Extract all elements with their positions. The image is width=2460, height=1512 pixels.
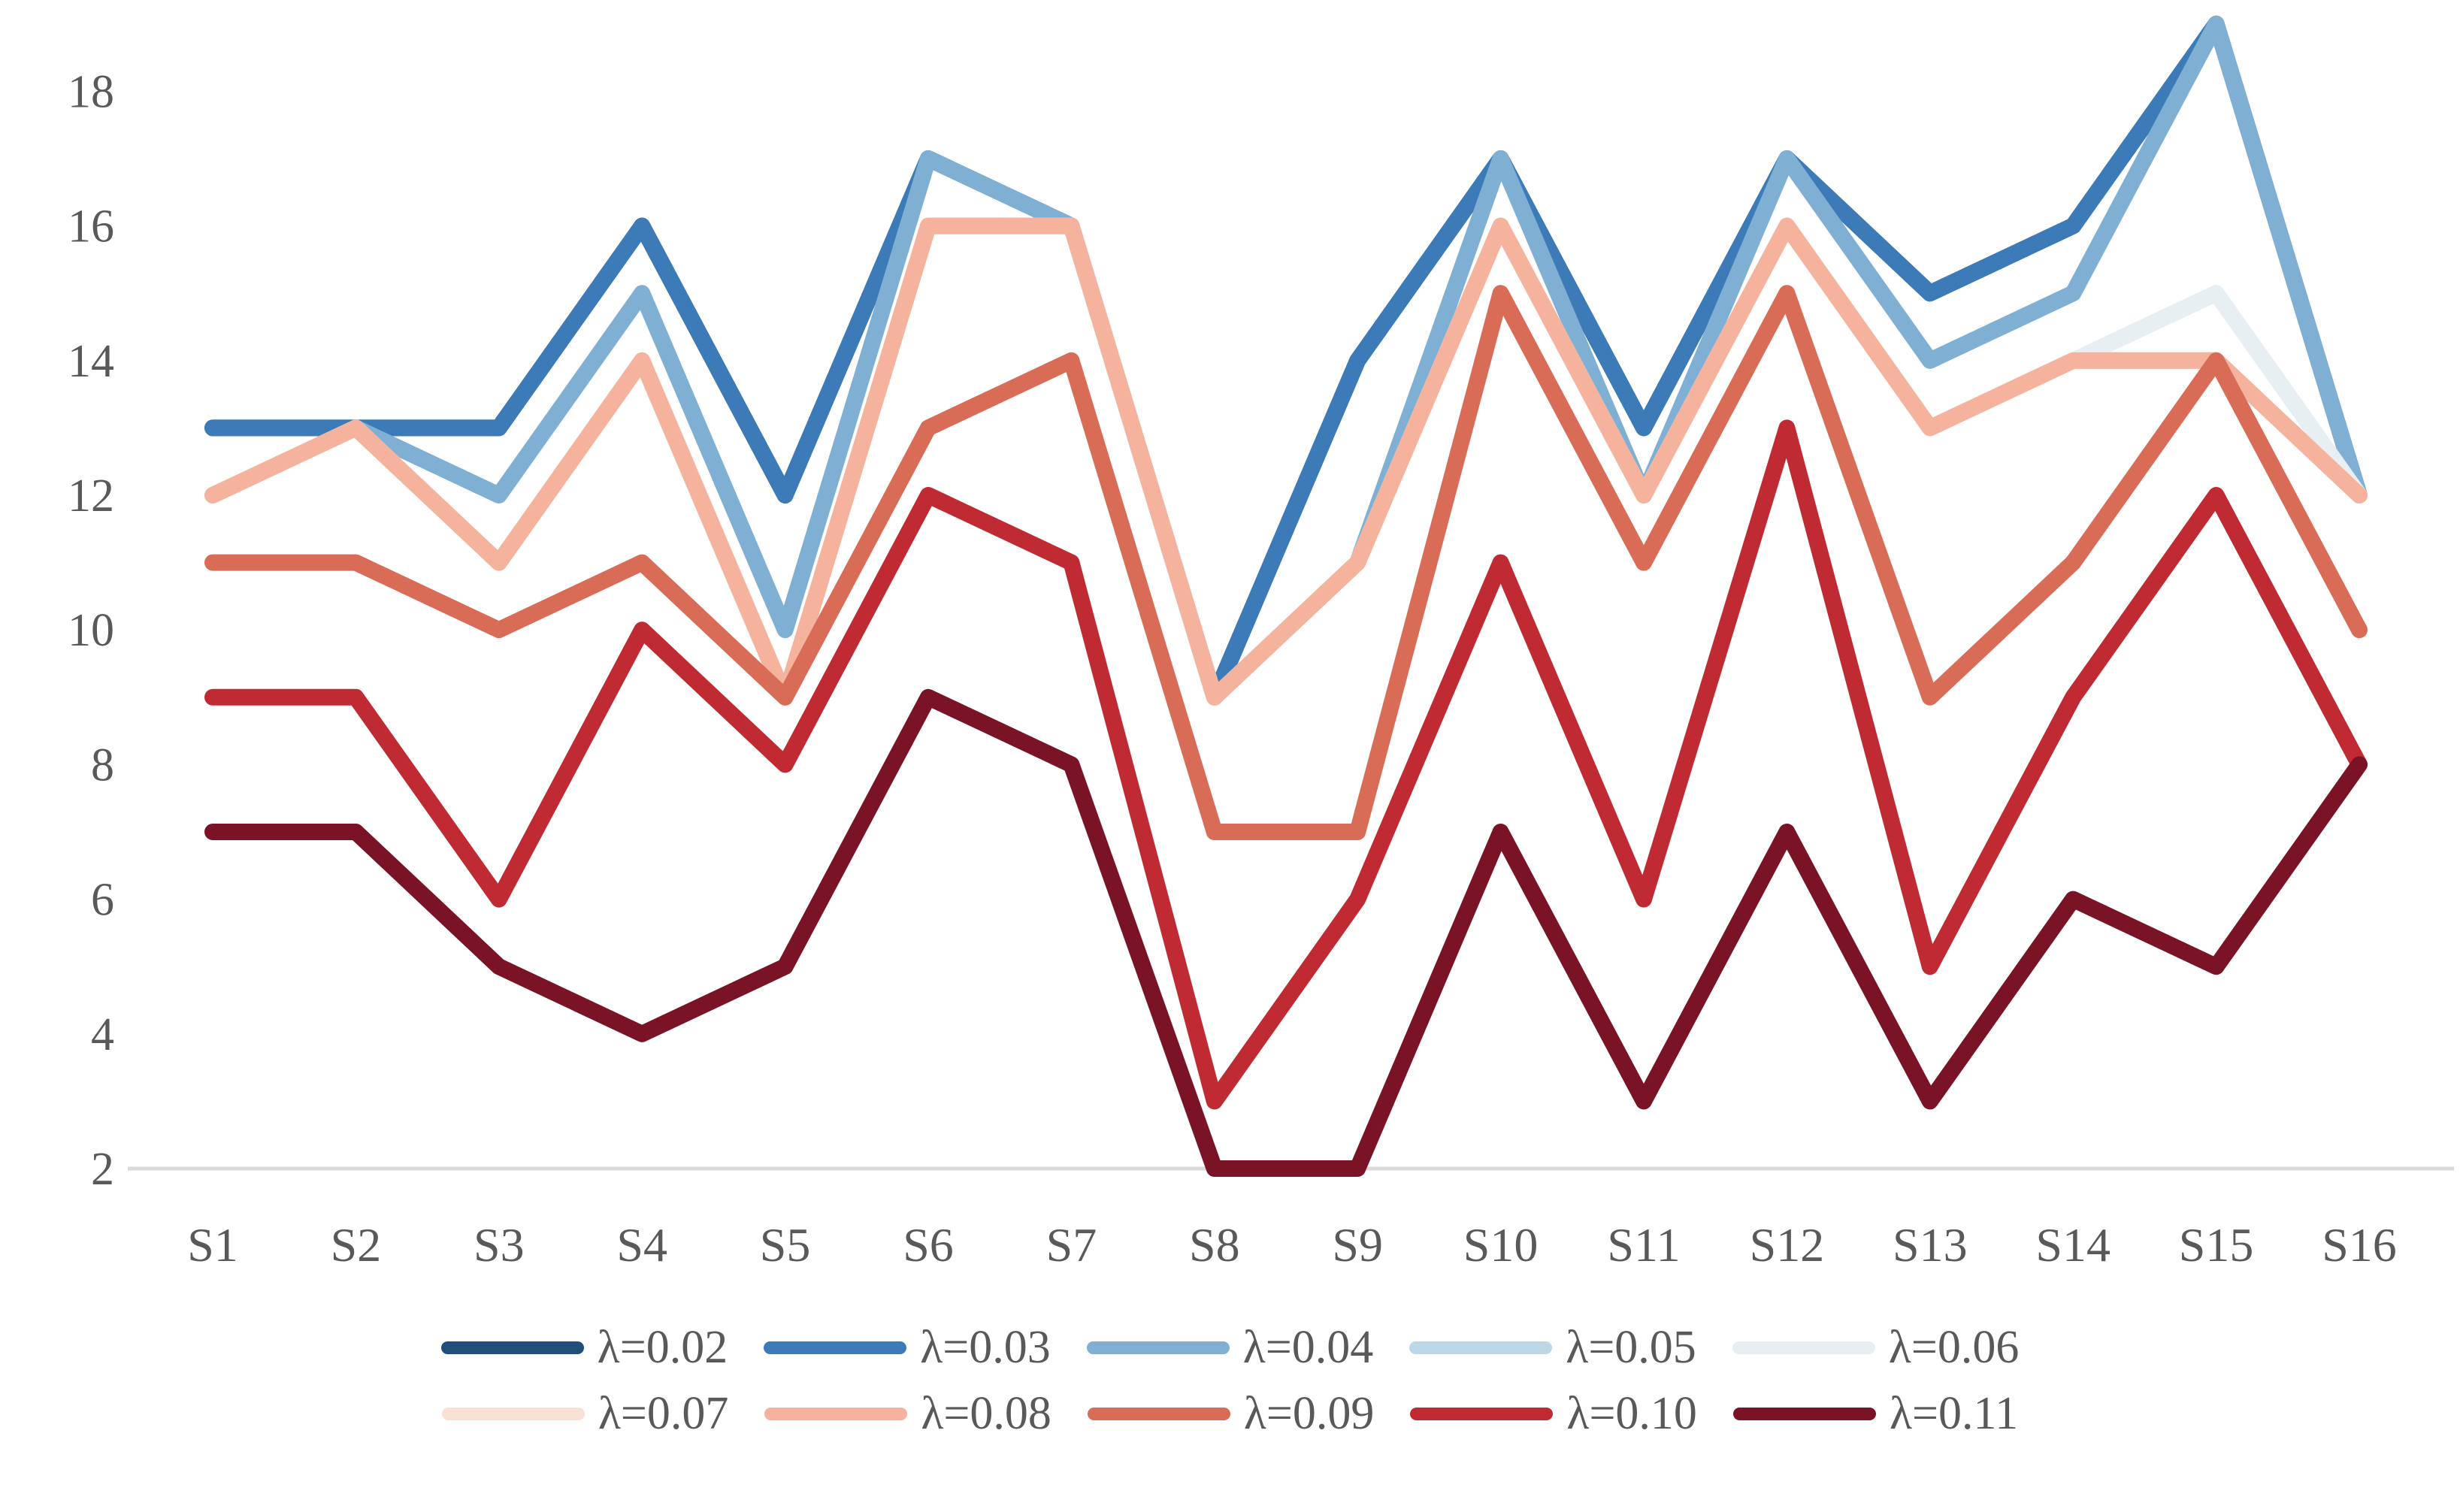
y-tick-label: 8 — [91, 739, 114, 791]
y-tick-label: 14 — [68, 336, 114, 387]
legend-label: λ=0.05 — [1566, 1322, 1696, 1373]
legend-row-1: λ=0.02 λ=0.03 λ=0.04 λ=0.05 λ=0.06 — [0, 1324, 2460, 1371]
legend-label: λ=0.03 — [920, 1322, 1051, 1373]
legend-item-lambda-0.07: λ=0.07 — [441, 1388, 729, 1439]
series-line-lambda-0.03 — [204, 15, 2368, 706]
chart-legend: λ=0.02 λ=0.03 λ=0.04 λ=0.05 λ=0.06 λ=0.07 λ=0.… — [0, 1324, 2460, 1437]
legend-label: λ=0.07 — [598, 1388, 729, 1439]
legend-label: λ=0.11 — [1889, 1388, 2019, 1439]
y-tick-label: 2 — [91, 1144, 114, 1195]
legend-label: λ=0.06 — [1888, 1322, 2020, 1373]
legend-label: λ=0.09 — [1243, 1388, 1375, 1439]
legend-item-lambda-0.03: λ=0.03 — [764, 1324, 1051, 1371]
legend-line-swatch-icon — [1732, 1341, 1875, 1354]
y-tick-label: 6 — [91, 875, 114, 926]
x-tick-label: S14 — [2035, 1218, 2111, 1272]
x-tick-label: S1 — [187, 1218, 238, 1272]
legend-line-swatch-icon — [441, 1407, 585, 1420]
x-tick-label: S11 — [1607, 1218, 1680, 1272]
legend-line-swatch-icon — [1732, 1407, 1876, 1420]
legend-line-swatch-icon — [440, 1341, 584, 1354]
legend-row-2: λ=0.07 λ=0.08 λ=0.09 λ=0.10 λ=0.11 — [0, 1390, 2460, 1437]
legend-line-swatch-icon — [764, 1407, 908, 1420]
x-tick-label: S3 — [474, 1218, 525, 1272]
legend-item-lambda-0.05: λ=0.05 — [1409, 1324, 1696, 1371]
x-tick-label: S10 — [1463, 1218, 1539, 1272]
series-line-lambda-0.09 — [204, 285, 2368, 840]
x-tick-label: S12 — [1750, 1218, 1825, 1272]
legend-item-lambda-0.04: λ=0.04 — [1086, 1322, 1374, 1373]
x-tick-label: S15 — [2179, 1218, 2254, 1272]
x-tick-label: S4 — [616, 1218, 667, 1272]
series-line-lambda-0.10 — [204, 419, 2368, 1110]
legend-item-lambda-0.08: λ=0.08 — [764, 1390, 1051, 1437]
legend-line-swatch-icon — [1086, 1341, 1230, 1354]
legend-item-lambda-0.11: λ=0.11 — [1732, 1388, 2019, 1439]
y-tick-label: 16 — [68, 201, 114, 253]
x-tick-label: S8 — [1189, 1218, 1240, 1272]
x-tick-label: S2 — [331, 1218, 382, 1272]
x-tick-label: S6 — [903, 1218, 954, 1272]
x-tick-label: S7 — [1046, 1218, 1097, 1272]
y-tick-label: 12 — [68, 470, 114, 522]
x-tick-label: S13 — [1893, 1218, 1968, 1272]
legend-item-lambda-0.09: λ=0.09 — [1087, 1388, 1375, 1439]
legend-label: λ=0.02 — [597, 1322, 728, 1373]
y-tick-label: 4 — [91, 1009, 114, 1060]
series-line-lambda-0.08 — [204, 217, 2368, 706]
x-tick-label: S5 — [760, 1218, 811, 1272]
legend-line-swatch-icon — [1087, 1407, 1230, 1420]
y-tick-label: 18 — [68, 66, 114, 117]
legend-label: λ=0.08 — [921, 1388, 1051, 1439]
legend-line-swatch-icon — [1409, 1341, 1553, 1354]
series-line-lambda-0.11 — [204, 688, 2368, 1177]
legend-label: λ=0.10 — [1566, 1388, 1697, 1439]
legend-item-lambda-0.10: λ=0.10 — [1410, 1390, 1697, 1437]
x-tick-label: S16 — [2322, 1218, 2397, 1272]
y-tick-label: 10 — [68, 605, 114, 656]
legend-line-swatch-icon — [764, 1341, 907, 1354]
legend-label: λ=0.04 — [1242, 1322, 1374, 1373]
legend-item-lambda-0.06: λ=0.06 — [1732, 1322, 2020, 1373]
legend-item-lambda-0.02: λ=0.02 — [440, 1322, 728, 1373]
x-tick-label: S9 — [1332, 1218, 1383, 1272]
legend-line-swatch-icon — [1410, 1407, 1554, 1420]
